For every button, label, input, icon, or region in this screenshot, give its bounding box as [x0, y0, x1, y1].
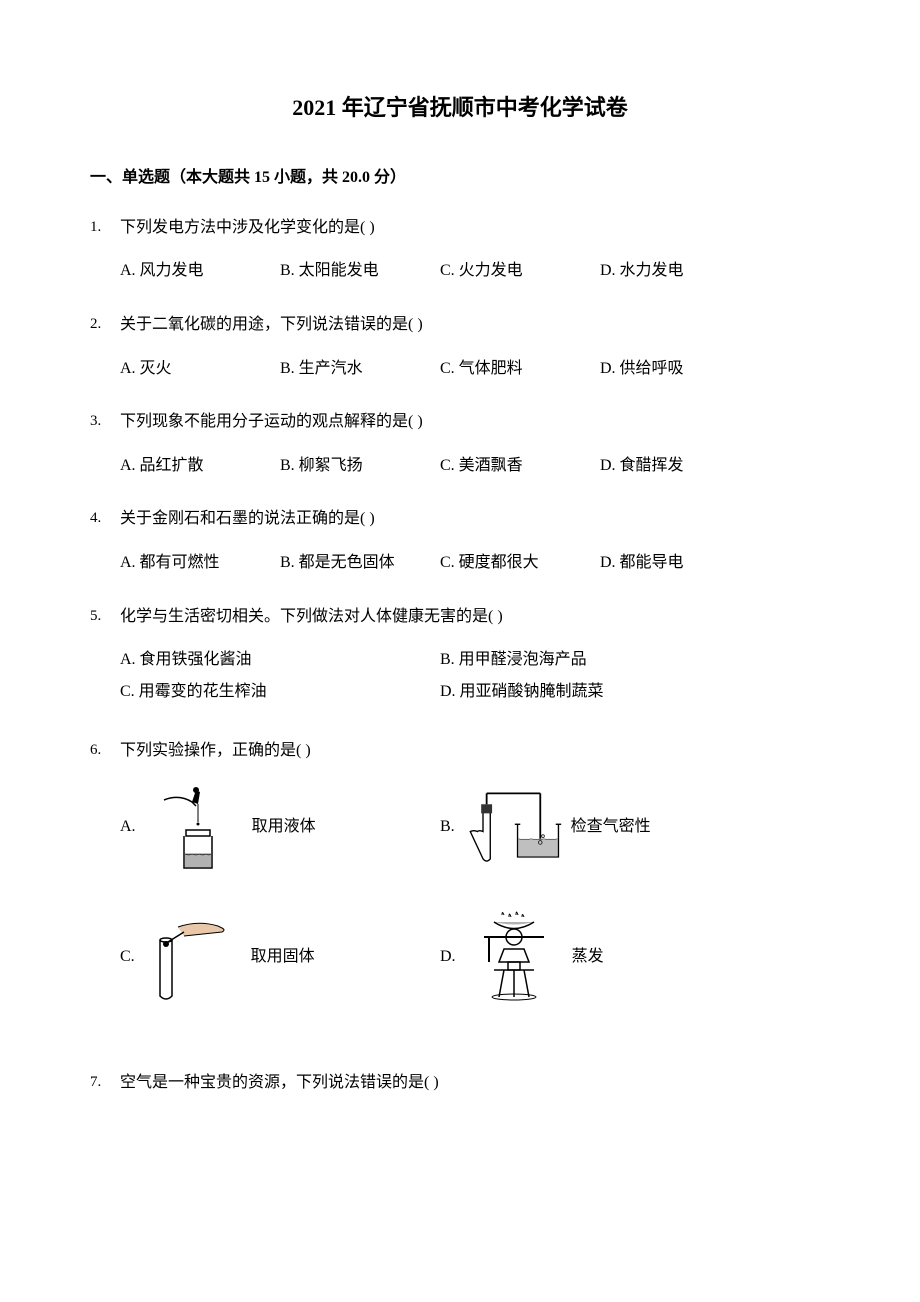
- option-letter: A.: [120, 814, 136, 840]
- option-c: C. 用霉变的花生榨油: [120, 679, 440, 705]
- question-2: 2. 关于二氧化碳的用途，下列说法错误的是( ) A. 灭火 B. 生产汽水 C…: [90, 312, 830, 381]
- question-number: 5.: [90, 604, 120, 628]
- question-stem: 下列实验操作，正确的是( ): [120, 738, 830, 764]
- option-b: B. 柳絮飞扬: [280, 453, 440, 479]
- option-d: D. 蒸发: [440, 912, 760, 1002]
- question-3: 3. 下列现象不能用分子运动的观点解释的是( ) A. 品红扩散 B. 柳絮飞扬…: [90, 409, 830, 478]
- question-number: 1.: [90, 215, 120, 239]
- solid-scoop-icon: [143, 912, 243, 1002]
- option-b: B.: [440, 782, 760, 872]
- question-stem: 下列发电方法中涉及化学变化的是( ): [120, 215, 830, 241]
- option-c: C. 取用固体: [120, 912, 440, 1002]
- airtight-test-icon: [463, 782, 563, 872]
- option-text: 取用液体: [252, 814, 316, 840]
- option-text: 蒸发: [572, 944, 604, 970]
- option-d: D. 食醋挥发: [600, 453, 760, 479]
- question-stem: 关于金刚石和石墨的说法正确的是( ): [120, 506, 830, 532]
- option-c: C. 美酒飘香: [440, 453, 600, 479]
- question-number: 2.: [90, 312, 120, 336]
- option-c: C. 火力发电: [440, 258, 600, 284]
- question-5: 5. 化学与生活密切相关。下列做法对人体健康无害的是( ) A. 食用铁强化酱油…: [90, 604, 830, 711]
- section-header: 一、单选题（本大题共 15 小题，共 20.0 分）: [90, 165, 830, 191]
- question-stem: 关于二氧化碳的用途，下列说法错误的是( ): [120, 312, 830, 338]
- option-a: A. 取用液体: [120, 782, 440, 872]
- option-a: A. 都有可燃性: [120, 550, 280, 576]
- page-title: 2021 年辽宁省抚顺市中考化学试卷: [90, 90, 830, 125]
- option-c: C. 气体肥料: [440, 356, 600, 382]
- option-b: B. 都是无色固体: [280, 550, 440, 576]
- question-stem: 下列现象不能用分子运动的观点解释的是( ): [120, 409, 830, 435]
- option-a: A. 品红扩散: [120, 453, 280, 479]
- question-number: 4.: [90, 506, 120, 530]
- option-a: A. 食用铁强化酱油: [120, 647, 440, 673]
- option-d: D. 都能导电: [600, 550, 760, 576]
- option-b: B. 太阳能发电: [280, 258, 440, 284]
- evaporation-icon: [464, 912, 564, 1002]
- option-a: A. 风力发电: [120, 258, 280, 284]
- question-number: 7.: [90, 1070, 120, 1094]
- question-number: 6.: [90, 738, 120, 762]
- option-letter: B.: [440, 814, 455, 840]
- question-4: 4. 关于金刚石和石墨的说法正确的是( ) A. 都有可燃性 B. 都是无色固体…: [90, 506, 830, 575]
- question-stem: 化学与生活密切相关。下列做法对人体健康无害的是( ): [120, 604, 830, 630]
- option-d: D. 水力发电: [600, 258, 760, 284]
- option-d: D. 供给呼吸: [600, 356, 760, 382]
- option-d: D. 用亚硝酸钠腌制蔬菜: [440, 679, 760, 705]
- option-b: B. 生产汽水: [280, 356, 440, 382]
- dropper-bottle-icon: [144, 782, 244, 872]
- question-6: 6. 下列实验操作，正确的是( ) A.: [90, 738, 830, 1042]
- option-a: A. 灭火: [120, 356, 280, 382]
- option-c: C. 硬度都很大: [440, 550, 600, 576]
- option-text: 取用固体: [251, 944, 315, 970]
- question-1: 1. 下列发电方法中涉及化学变化的是( ) A. 风力发电 B. 太阳能发电 C…: [90, 215, 830, 284]
- question-stem: 空气是一种宝贵的资源，下列说法错误的是( ): [120, 1070, 830, 1096]
- option-letter: C.: [120, 944, 135, 970]
- option-text: 检查气密性: [571, 814, 651, 840]
- question-number: 3.: [90, 409, 120, 433]
- option-letter: D.: [440, 944, 456, 970]
- option-b: B. 用甲醛浸泡海产品: [440, 647, 760, 673]
- question-7: 7. 空气是一种宝贵的资源，下列说法错误的是( ): [90, 1070, 830, 1114]
